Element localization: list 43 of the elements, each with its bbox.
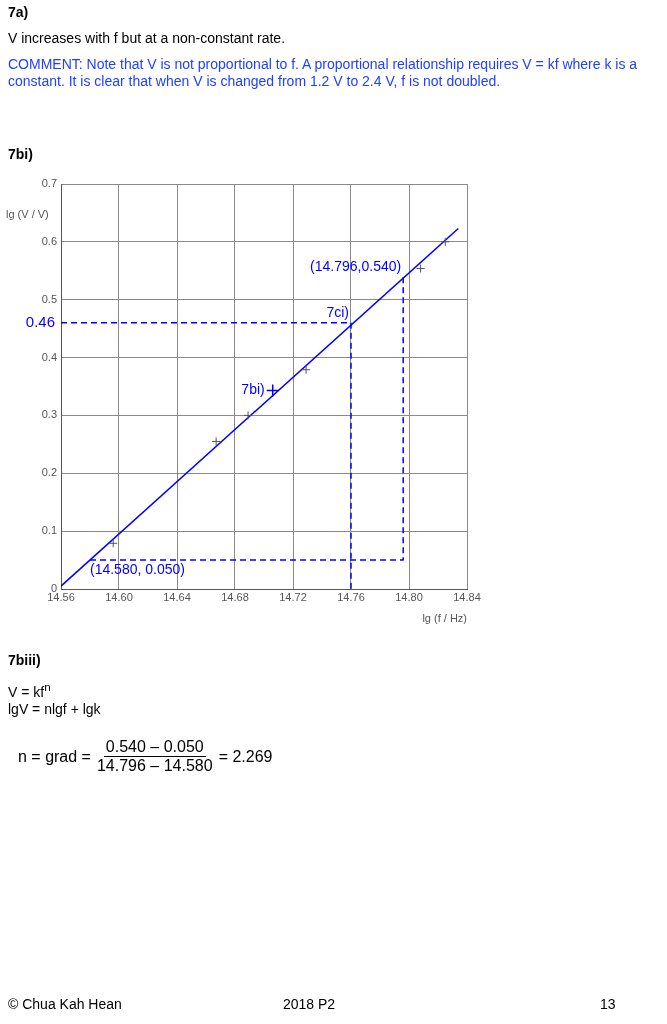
text: © Chua Kah Hean [8, 996, 122, 1013]
x-tick-label: 14.64 [163, 590, 191, 603]
text: 7biii) [8, 652, 41, 669]
text: COMMENT: Note that V is not proportional to f. A proportional relationship requires V = kf where k is a constant. It is clear that when V is changed from 1.2 V to 2.4 V, f is not doubled. [8, 56, 639, 90]
point [108, 538, 118, 548]
y-tick-label: 0.4 [41, 350, 57, 363]
annotation: (14.796,0.540) [310, 258, 402, 275]
annotation: (14.580, 0.050) [90, 560, 185, 577]
annotation: 7bi) [241, 381, 265, 398]
x-tick-label: 14.84 [453, 590, 481, 603]
y-tick-label: 0.2 [41, 466, 57, 479]
text: n = grad = [18, 747, 91, 766]
text: V = kf$^{n}$ [8, 679, 51, 701]
point [301, 365, 311, 375]
text: 7a) [8, 4, 29, 21]
y-tick-label: 0 [50, 582, 57, 595]
x-axis-title: lg (f / Hz) [422, 612, 467, 625]
point [211, 436, 221, 446]
annotation: 0.46 [25, 313, 55, 330]
x-tick-label: 14.72 [279, 590, 307, 603]
y-tick-label: 0.5 [41, 292, 57, 305]
chart-title: 7bi) [8, 146, 33, 162]
point [265, 383, 280, 398]
text: 14.796 – 14.580 [96, 757, 213, 775]
x-tick-label: 14.76 [337, 590, 365, 603]
point [416, 263, 426, 273]
text: V increases with f but at a non-constant rate. [8, 30, 286, 47]
x-tick-label: 14.68 [221, 590, 249, 603]
y-tick-label: 0.7 [41, 177, 57, 190]
text: 13 [600, 996, 616, 1013]
annotation: 7ci) [326, 303, 349, 320]
x-tick-label: 14.80 [395, 590, 423, 603]
y-tick-label: 0.1 [41, 524, 57, 537]
text: = 2.269 [218, 747, 273, 766]
text: 0.540 – 0.050 [103, 738, 206, 757]
text: 2018 P2 [283, 996, 336, 1013]
y-tick-label: 0.3 [41, 408, 57, 421]
y-tick-label: 0.6 [41, 234, 57, 247]
point [243, 410, 253, 420]
text: lgV = nlgf + lgk [8, 701, 101, 718]
point [440, 237, 450, 247]
x-tick-label: 14.60 [105, 590, 133, 603]
y-axis-title: lg (V / V) [6, 208, 49, 221]
